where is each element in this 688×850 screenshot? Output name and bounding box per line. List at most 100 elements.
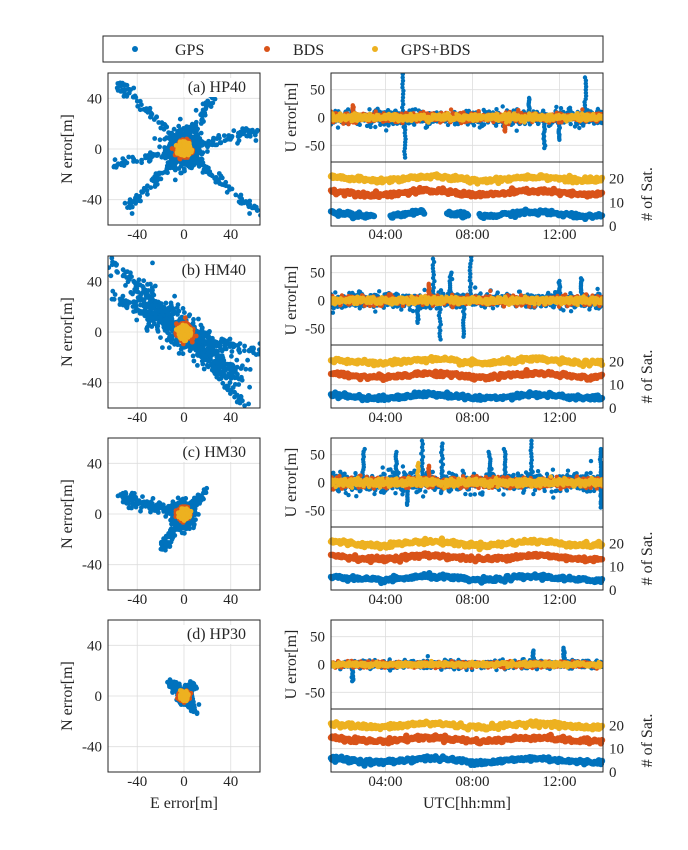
y-axis-label: U error[m] bbox=[283, 83, 300, 153]
scatter-point bbox=[155, 323, 161, 329]
scatter-point bbox=[157, 144, 163, 150]
scatter-point bbox=[216, 133, 222, 138]
scatter-point bbox=[245, 202, 251, 208]
scatter-point bbox=[134, 317, 140, 323]
panel-title: (a) HP40 bbox=[188, 79, 246, 96]
scatter-point bbox=[247, 384, 253, 390]
scatter-point bbox=[164, 165, 170, 171]
scatter-point bbox=[137, 194, 143, 199]
scatter-point bbox=[137, 107, 143, 113]
scatter-point bbox=[191, 358, 197, 364]
scatter-point bbox=[135, 198, 141, 204]
y-tick-label: 40 bbox=[87, 91, 102, 107]
scatter-point bbox=[205, 144, 211, 150]
u-point bbox=[402, 155, 408, 160]
scatter-point bbox=[200, 160, 206, 166]
u-point bbox=[600, 120, 603, 126]
scatter-point bbox=[221, 133, 227, 139]
scatter-point bbox=[114, 85, 120, 91]
u-point bbox=[526, 95, 532, 101]
scatter-point bbox=[229, 353, 234, 359]
scatter-point bbox=[249, 205, 255, 211]
scatter-point bbox=[139, 189, 145, 195]
sat-point bbox=[598, 174, 606, 182]
scatter-point bbox=[135, 295, 141, 300]
scatter-point bbox=[198, 130, 204, 136]
scatter-point bbox=[207, 101, 213, 107]
scatter-point bbox=[141, 278, 147, 284]
scatter-point bbox=[131, 156, 137, 162]
u-point bbox=[384, 128, 389, 133]
sat-point bbox=[420, 210, 428, 217]
scatter-point bbox=[247, 133, 253, 139]
series-bds bbox=[327, 184, 606, 200]
sat-point bbox=[598, 212, 606, 219]
scatter-point bbox=[247, 211, 253, 216]
scatter-point bbox=[148, 281, 153, 287]
sat-point bbox=[598, 189, 606, 196]
scatter-point bbox=[200, 112, 206, 118]
scatter-point bbox=[189, 125, 195, 131]
scatter-point bbox=[241, 129, 247, 135]
scatter-point bbox=[144, 326, 150, 332]
scatter-point bbox=[212, 176, 218, 182]
scatter-point bbox=[150, 260, 155, 266]
scatter-point bbox=[126, 87, 132, 92]
scatter-point bbox=[112, 157, 118, 163]
scatter-point bbox=[169, 146, 175, 151]
scatter-point bbox=[134, 98, 140, 104]
scatter-point bbox=[156, 170, 162, 176]
scatter-point bbox=[148, 185, 154, 191]
scatter-point bbox=[254, 208, 260, 214]
scatter-point bbox=[186, 147, 192, 153]
scatter-point bbox=[160, 121, 166, 127]
scatter-point bbox=[235, 140, 240, 146]
scatter-point bbox=[149, 324, 155, 329]
sat-point bbox=[464, 212, 472, 219]
scatter-point bbox=[168, 151, 174, 156]
scatter-point bbox=[235, 134, 241, 139]
x-tick-label: 0 bbox=[180, 227, 188, 243]
scatter-point bbox=[236, 199, 242, 205]
scatter-point bbox=[250, 127, 255, 133]
scatter-point bbox=[158, 125, 164, 131]
scatter-point bbox=[193, 107, 199, 113]
scatter-point bbox=[245, 357, 251, 363]
scatter-point bbox=[176, 132, 182, 138]
scatter-point bbox=[196, 142, 202, 148]
y-tick-label: 10 bbox=[609, 195, 624, 211]
scatter-point bbox=[125, 279, 131, 285]
scatter-point bbox=[219, 182, 225, 187]
scatter-point bbox=[201, 366, 207, 372]
scatter-point bbox=[120, 80, 125, 86]
scatter-point bbox=[192, 156, 198, 162]
scatter-point bbox=[154, 175, 160, 181]
scatter-point bbox=[233, 192, 239, 198]
x-tick-label: 08:00 bbox=[455, 227, 489, 243]
scatter-point bbox=[226, 184, 232, 190]
scatter-point bbox=[229, 349, 235, 354]
scatter-point bbox=[145, 109, 151, 115]
sat-point bbox=[370, 212, 378, 220]
scatter-point bbox=[170, 165, 176, 171]
y-axis-label: # of Sat. bbox=[639, 167, 656, 221]
scatter-point bbox=[174, 305, 180, 311]
x-tick-label: 12:00 bbox=[542, 227, 576, 243]
u-point bbox=[494, 107, 499, 112]
scatter-point bbox=[180, 147, 186, 153]
scatter-point bbox=[196, 316, 201, 322]
scatter-point bbox=[185, 162, 191, 168]
scatter-point bbox=[224, 137, 230, 142]
scatter-point bbox=[131, 85, 137, 91]
legend-marker-bds bbox=[264, 46, 270, 52]
scatter-point bbox=[198, 322, 204, 328]
scatter-point bbox=[210, 142, 215, 148]
legend-label: BDS bbox=[293, 42, 324, 59]
scatter-point bbox=[182, 168, 187, 174]
scatter-point bbox=[212, 96, 218, 102]
u-point bbox=[476, 109, 481, 114]
scatter-point bbox=[254, 129, 260, 135]
